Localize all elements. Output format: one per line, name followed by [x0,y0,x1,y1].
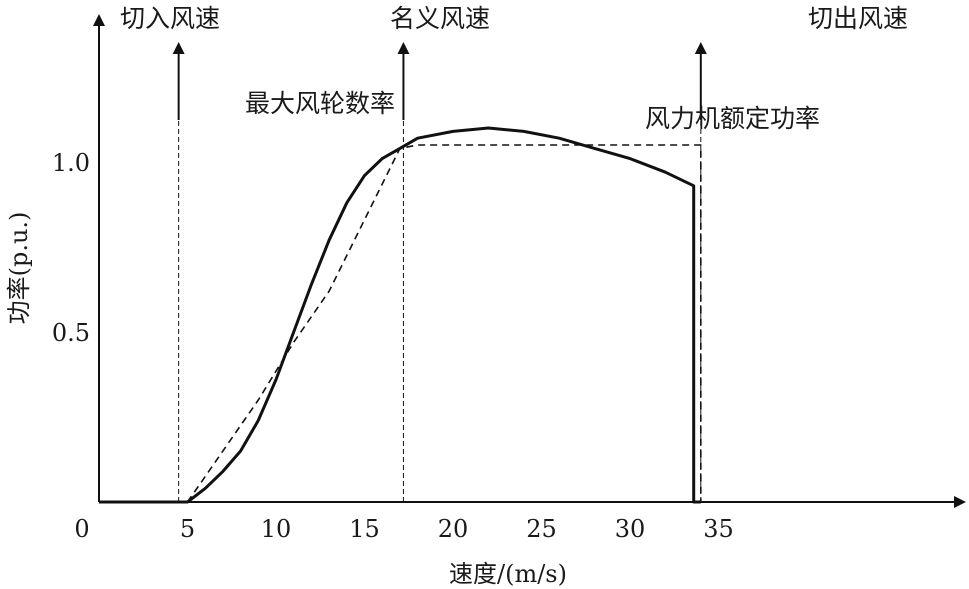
x-ticks: 0 5 10 15 20 25 30 35 [74,515,733,543]
series-line-2 [186,144,702,503]
series-line-1 [99,126,701,504]
series [99,126,702,504]
x-tick-label-0: 0 [74,515,89,543]
y-ticks: 0.5 1.0 [52,149,90,347]
x-tick-label-30: 30 [615,515,646,543]
annotation-max-rotor: 最大风轮数率 [245,89,395,118]
x-tick-label-20: 20 [438,515,469,543]
y-tick-label-1.0: 1.0 [52,149,90,177]
marker-label-cut-in: 切入风速 [120,4,220,33]
annotation-rated-power: 风力机额定功率 [645,104,820,133]
marker-label-cut-out: 切出风速 [808,4,908,33]
x-axis-label: 速度/(m/s) [449,560,567,588]
marker-label-rated: 名义风速 [390,4,490,33]
x-tick-label-5: 5 [180,515,195,543]
y-tick-label-0.5: 0.5 [52,319,90,347]
x-tick-label-15: 15 [349,515,380,543]
x-tick-label-25: 25 [526,515,557,543]
speed-markers [172,42,707,502]
y-axis-label: 功率(p.u.) [5,212,33,325]
x-tick-label-10: 10 [261,515,292,543]
x-tick-label-35: 35 [703,515,734,543]
